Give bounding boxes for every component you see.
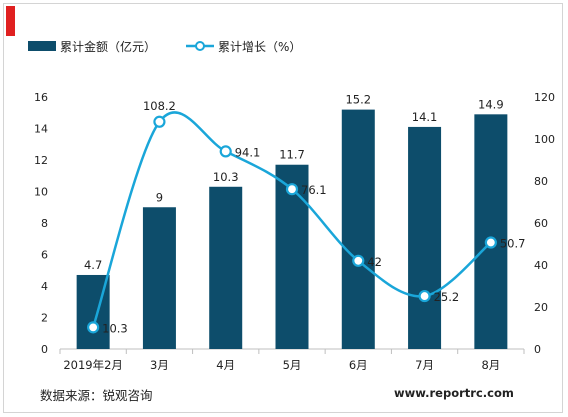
bar [209, 186, 243, 349]
y-right-tick-label: 40 [534, 259, 548, 272]
x-tick-label: 4月 [216, 358, 235, 372]
legend-label-bar: 累计金额（亿元） [60, 39, 156, 54]
line-value-label: 94.1 [235, 145, 261, 159]
bar-value-label: 15.2 [345, 93, 371, 107]
bar-value-label: 11.7 [279, 148, 305, 162]
y-left-tick-label: 6 [41, 249, 48, 262]
line-value-label: 10.3 [102, 321, 128, 335]
x-tick-label: 3月 [150, 358, 169, 372]
bar [408, 126, 442, 349]
x-tick-label: 2019年2月 [63, 358, 123, 372]
bar [142, 207, 176, 349]
y-left-tick-label: 4 [41, 280, 48, 293]
website-url: www.reportrc.com [394, 386, 514, 400]
line-point [153, 115, 166, 128]
bar-value-label: 10.3 [213, 170, 239, 184]
line-point [219, 145, 232, 158]
y-left-tick-label: 12 [34, 154, 48, 167]
y-left-tick-label: 2 [41, 312, 48, 325]
line-point [87, 321, 100, 334]
line-value-label: 50.7 [500, 237, 526, 251]
y-left-tick-label: 10 [34, 186, 48, 199]
y-right-tick-label: 100 [534, 133, 555, 146]
legend: 累计金额（亿元） 累计增长（%） [28, 39, 301, 54]
x-tick-label: 5月 [283, 358, 302, 372]
bar-value-label: 14.1 [412, 110, 438, 124]
bar-value-label: 14.9 [478, 97, 504, 111]
data-source: 数据来源：锐观咨询 [40, 388, 153, 403]
legend-label-line: 累计增长（%） [218, 40, 301, 54]
line-value-label: 42 [367, 255, 382, 269]
data-labels: 4.7 9 10.3 11.7 15.2 14.1 14.9 10.3 108.2 94.1 76.… [84, 93, 525, 336]
line-point [285, 183, 299, 196]
y-left-tick-label: 0 [41, 343, 48, 356]
x-tick-label: 8月 [481, 358, 500, 372]
bar-value-label: 9 [156, 190, 163, 204]
line-point [484, 236, 497, 249]
y-right-tick-label: 60 [534, 217, 548, 230]
x-tick-label: 7月 [415, 358, 434, 372]
y-right-tick-label: 80 [534, 175, 548, 188]
bar [341, 109, 375, 349]
line-series [87, 111, 497, 334]
y-right-tick-label: 0 [534, 343, 541, 356]
y-right-tick-label: 20 [534, 301, 548, 314]
line-value-label: 25.2 [434, 290, 460, 304]
y-right-tick-label: 120 [534, 91, 555, 104]
x-tick-label: 6月 [349, 358, 368, 372]
line-point [418, 289, 431, 303]
line-point [352, 254, 365, 267]
bar [474, 114, 508, 349]
line-value-label: 108.2 [143, 99, 176, 113]
line-value-label: 76.1 [301, 183, 327, 197]
legend-swatch-marker [195, 41, 205, 51]
y-left-tick-label: 8 [41, 217, 48, 230]
red-accent-tab [6, 6, 15, 36]
chart-frame [3, 3, 563, 413]
bar-value-label: 4.7 [84, 258, 102, 272]
y-left-tick-label: 16 [34, 91, 48, 104]
bar [275, 164, 309, 349]
bar-series [76, 109, 508, 349]
y-left-tick-label: 14 [34, 123, 48, 136]
legend-swatch-bar [28, 41, 56, 51]
